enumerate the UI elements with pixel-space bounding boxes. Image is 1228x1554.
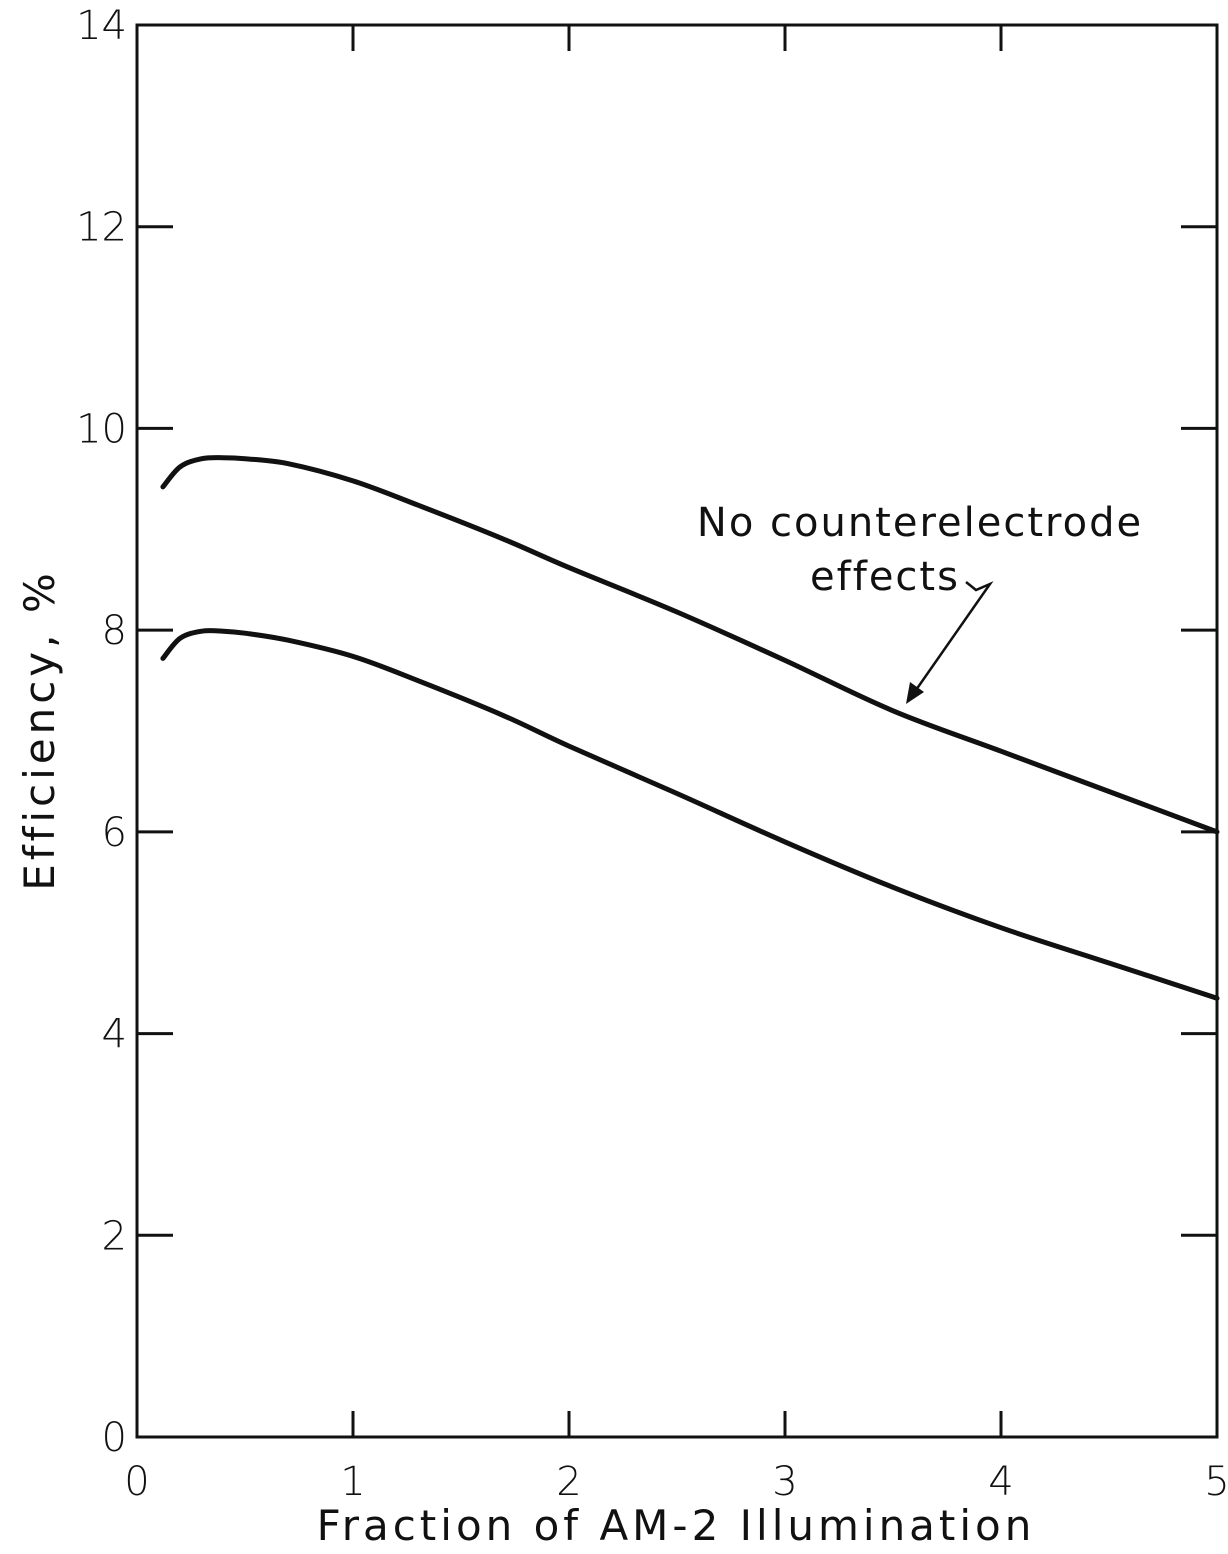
annotation-arrowhead: [906, 682, 924, 704]
y-tick-label: 0: [102, 1415, 127, 1461]
efficiency-curve-1: [160, 455, 1220, 835]
y-axis-title: Efficiency, %: [15, 569, 64, 891]
efficiency-curve-2: [160, 628, 1220, 1001]
y-tick-label: 2: [102, 1213, 127, 1259]
x-tick-label: 3: [772, 1459, 797, 1505]
y-tick-label: 14: [76, 3, 127, 49]
annotation-layer: No counterelectrode effects: [697, 500, 1143, 704]
x-tick-label: 5: [1204, 1459, 1228, 1505]
y-tick-label: 4: [102, 1012, 127, 1058]
y-tick-label: 6: [102, 810, 127, 856]
x-tick-label: 0: [124, 1459, 149, 1505]
x-tick-label: 2: [556, 1459, 581, 1505]
annotation-line2: effects: [810, 554, 960, 600]
x-tick-label: 1: [340, 1459, 365, 1505]
annotation-line1: No counterelectrode: [697, 500, 1143, 546]
annotation-arrow-line: [914, 581, 994, 691]
y-tick-label: 8: [102, 608, 127, 654]
plot-frame: [135, 23, 1219, 1439]
y-tick-label: 12: [76, 205, 127, 251]
curves-layer: [160, 455, 1220, 1001]
x-tick-label: 4: [988, 1459, 1013, 1505]
y-tick-label: 10: [76, 406, 127, 452]
x-axis-title: Fraction of AM-2 Illumination: [317, 1501, 1036, 1550]
